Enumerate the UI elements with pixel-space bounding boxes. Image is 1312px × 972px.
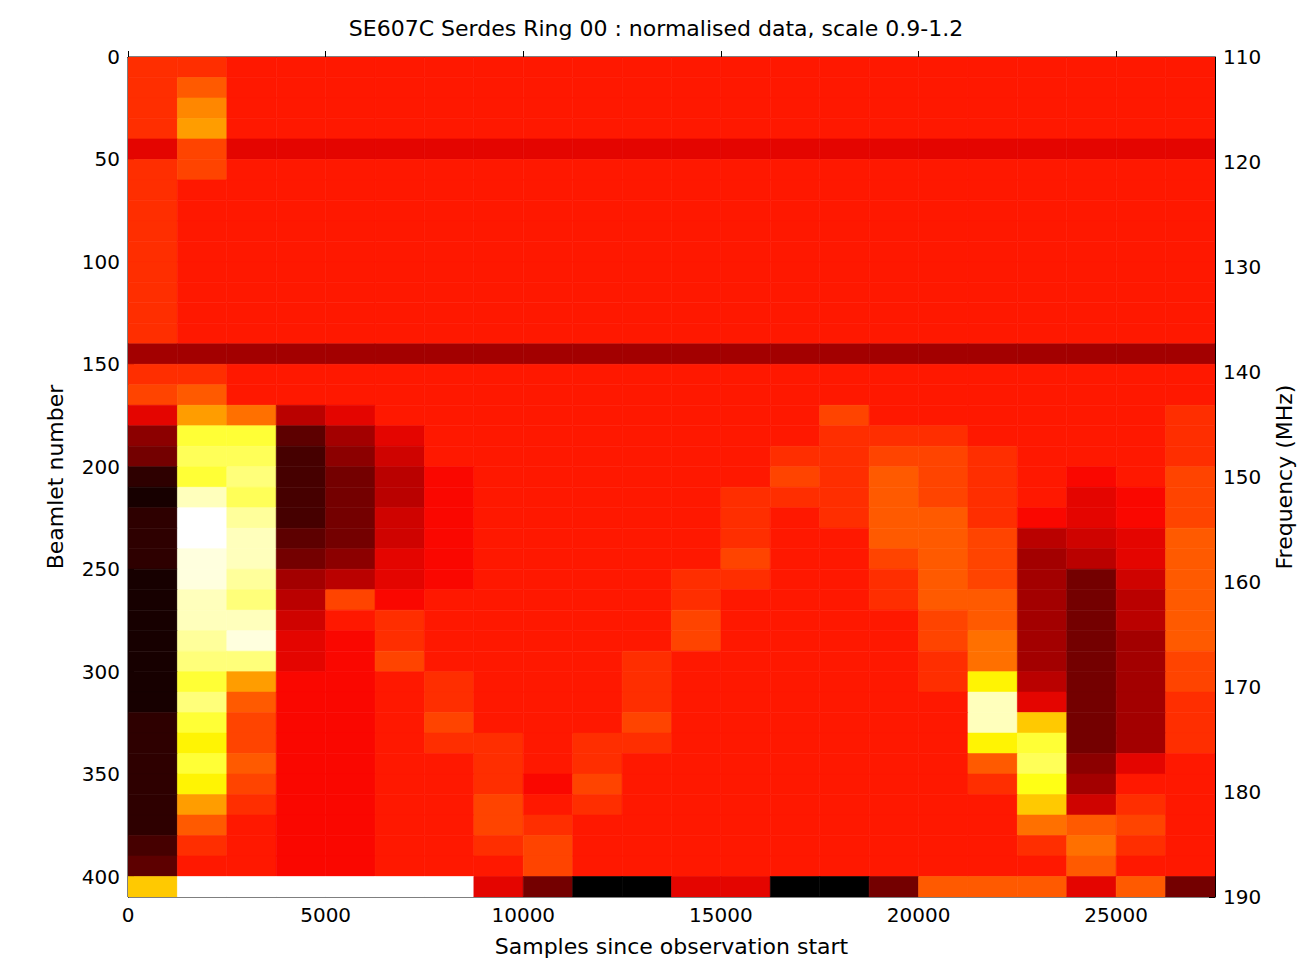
svg-text:160: 160 [1223,570,1261,594]
svg-text:20000: 20000 [887,903,951,927]
svg-text:Samples since observation star: Samples since observation start [495,934,849,959]
svg-text:170: 170 [1223,675,1261,699]
svg-text:10000: 10000 [491,903,555,927]
svg-text:250: 250 [82,557,120,581]
svg-text:150: 150 [82,352,120,376]
svg-text:350: 350 [82,762,120,786]
svg-text:110: 110 [1223,45,1261,69]
svg-text:100: 100 [82,250,120,274]
svg-text:SE607C Serdes Ring 00 : normal: SE607C Serdes Ring 00 : normalised data,… [349,16,963,41]
svg-text:Frequency (MHz): Frequency (MHz) [1272,385,1297,570]
svg-text:15000: 15000 [689,903,753,927]
svg-text:5000: 5000 [300,903,351,927]
svg-text:0: 0 [107,45,120,69]
svg-text:0: 0 [122,903,135,927]
svg-text:130: 130 [1223,255,1261,279]
svg-text:140: 140 [1223,360,1261,384]
svg-text:50: 50 [95,147,120,171]
svg-text:300: 300 [82,660,120,684]
svg-text:150: 150 [1223,465,1261,489]
svg-text:25000: 25000 [1084,903,1148,927]
svg-text:400: 400 [82,865,120,889]
svg-text:190: 190 [1223,885,1261,909]
svg-text:200: 200 [82,455,120,479]
svg-text:180: 180 [1223,780,1261,804]
svg-text:Beamlet number: Beamlet number [43,384,68,570]
svg-text:120: 120 [1223,150,1261,174]
